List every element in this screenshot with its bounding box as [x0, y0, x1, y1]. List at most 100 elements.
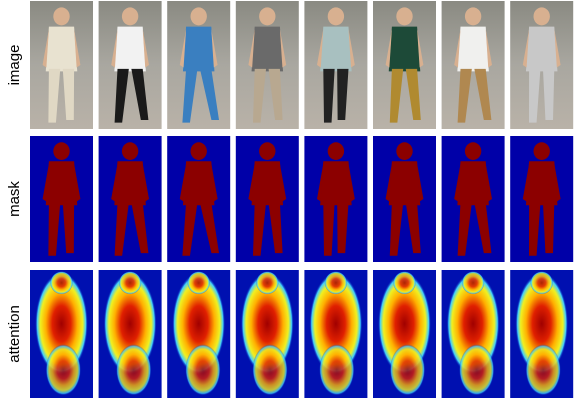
row-label: image [6, 45, 23, 86]
mask-cell [167, 136, 231, 262]
attention-heat [389, 344, 426, 396]
photo-cell [167, 1, 231, 129]
attention-heat [116, 344, 152, 396]
photo-cell [30, 1, 93, 129]
attention-heat [530, 271, 554, 295]
legs [252, 202, 283, 256]
attention-heat [461, 271, 485, 295]
arms [522, 163, 561, 202]
torso [388, 161, 421, 206]
legs [457, 202, 492, 256]
arms [522, 29, 561, 68]
torso [182, 161, 215, 206]
image-grid [30, 1, 574, 398]
attention-heat [324, 271, 348, 295]
attention-heat [393, 271, 416, 295]
mask-cell [441, 136, 505, 262]
head [121, 142, 139, 160]
attention-cell [235, 270, 299, 398]
legs [389, 68, 421, 123]
legs [323, 202, 349, 256]
attention-cell [167, 270, 231, 398]
attention-heat [515, 272, 569, 375]
attention-cell [304, 270, 368, 398]
legs [457, 68, 492, 123]
row-labels: image mask attention [6, 45, 23, 363]
attention-heat [118, 271, 142, 295]
arms [317, 163, 355, 202]
arms [385, 163, 424, 202]
arms [111, 163, 149, 202]
head [121, 7, 139, 26]
photo-cell [304, 1, 368, 129]
torso [457, 161, 489, 206]
torso [320, 26, 352, 72]
arms [454, 163, 492, 202]
mask-cell [373, 136, 436, 262]
legs [528, 68, 555, 123]
torso [182, 26, 215, 72]
arms [111, 29, 149, 68]
legs [182, 68, 219, 123]
attention-heat [525, 344, 561, 396]
head [53, 7, 70, 26]
arms [248, 29, 287, 68]
head [327, 7, 345, 26]
attention-cell [510, 270, 574, 398]
torso [457, 26, 489, 72]
mask-cell [304, 136, 368, 262]
photo-cell [510, 1, 574, 129]
arms [317, 29, 355, 68]
arms [42, 29, 81, 68]
legs [114, 202, 149, 256]
torso [388, 26, 421, 72]
arms [248, 163, 287, 202]
torso [251, 26, 284, 72]
legs [389, 202, 421, 256]
attention-heat [459, 344, 495, 396]
head [53, 142, 70, 160]
torso [114, 161, 146, 206]
attention-cell [373, 270, 436, 398]
attention-heat [35, 272, 88, 375]
head [533, 7, 550, 26]
head [259, 7, 276, 26]
mask-cell [98, 136, 162, 262]
mask-cell [30, 136, 93, 262]
head [396, 7, 413, 26]
attention-heat [50, 271, 73, 295]
head [396, 142, 413, 160]
arms [179, 29, 218, 68]
legs [323, 68, 349, 123]
legs [182, 202, 219, 256]
torso [320, 161, 352, 206]
head [259, 142, 276, 160]
photo-cell [373, 1, 436, 129]
mask-cell [510, 136, 574, 262]
attention-cell [98, 270, 162, 398]
attention-heat [319, 344, 355, 396]
head [464, 142, 482, 160]
attention-cell [30, 270, 93, 398]
attention-heat [255, 271, 279, 295]
photo-cell [235, 1, 299, 129]
attention-cell [441, 270, 505, 398]
arms [385, 29, 424, 68]
head [533, 142, 550, 160]
torso [251, 161, 284, 206]
attention-heat [187, 271, 211, 295]
attention-heat [185, 344, 221, 396]
row-label: mask [6, 181, 23, 217]
head [190, 142, 207, 160]
attention-heat [45, 344, 81, 396]
mask-cell [235, 136, 299, 262]
attention-heat [309, 272, 363, 375]
torso [45, 161, 78, 206]
legs [528, 202, 555, 256]
torso [45, 26, 78, 72]
legs [48, 202, 75, 256]
torso [114, 26, 146, 72]
photo-cell [98, 1, 162, 129]
